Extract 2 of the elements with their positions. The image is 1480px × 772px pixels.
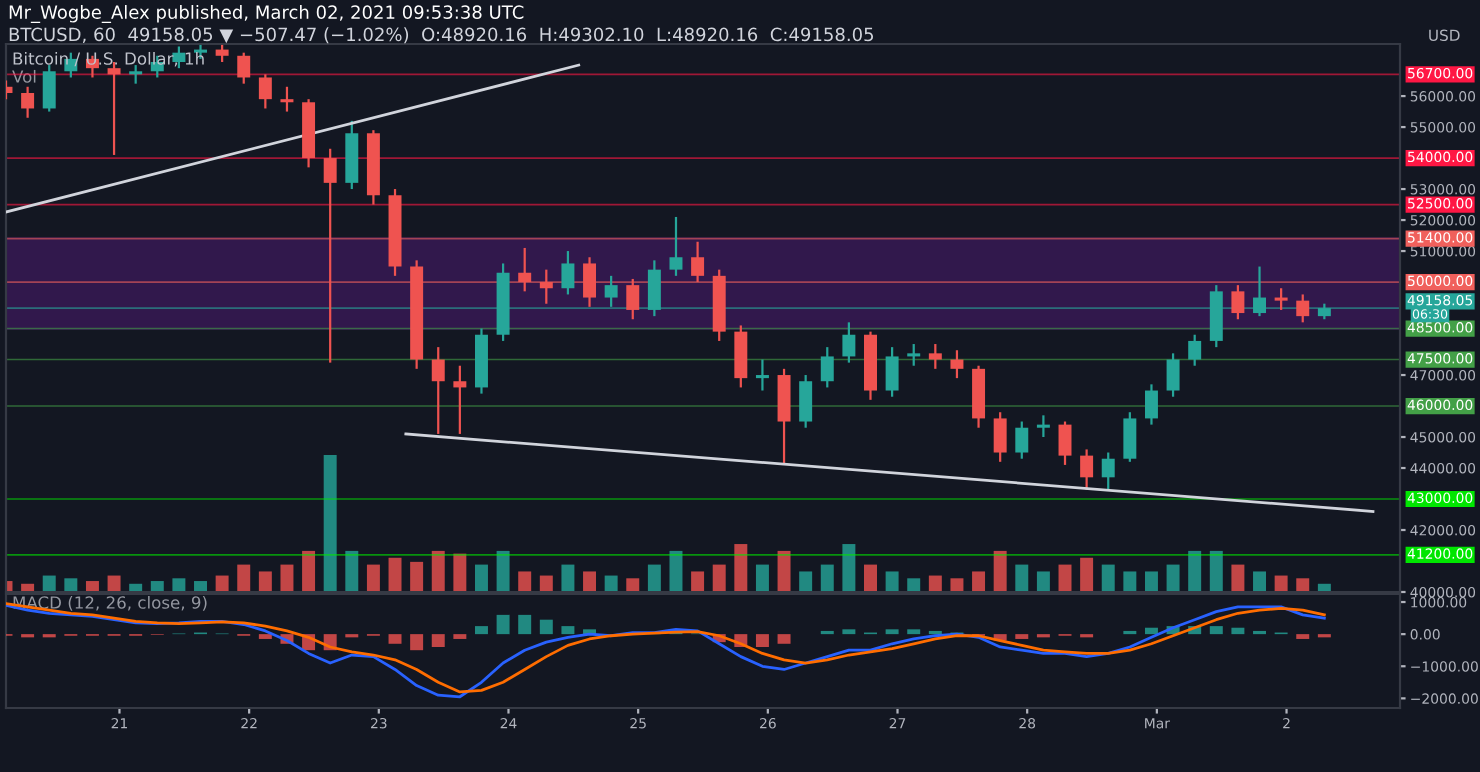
text: Mr_Wogbe_Alex published, March 02, 2021 09:53:38 UTC	[9, 5, 524, 23]
text: BTCUSD, 60 49158.05 ▼ −507.47 (−1.02%) O:48920.16 H:49302.10 L:48920.16 C:49158.05	[9, 27, 874, 44]
